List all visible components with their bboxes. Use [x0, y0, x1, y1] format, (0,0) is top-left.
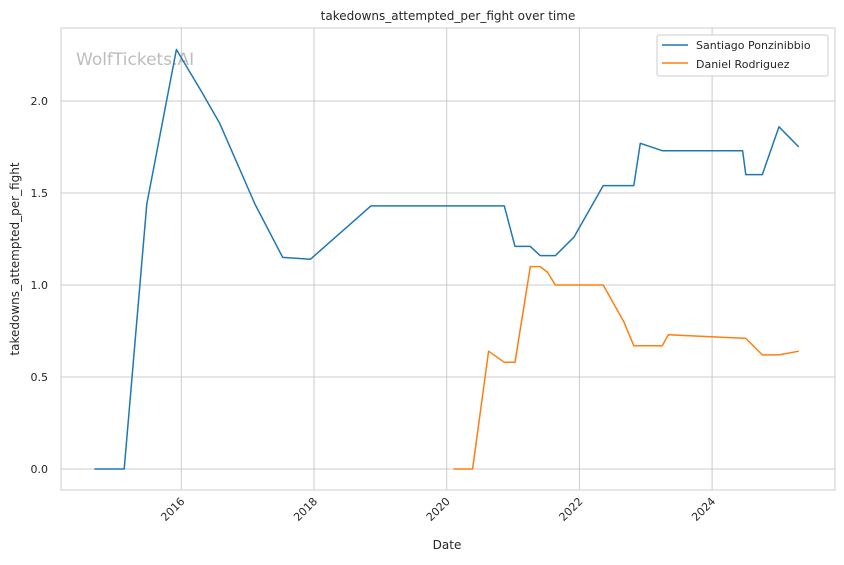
- x-tick-label: 2018: [291, 495, 320, 524]
- plot-area: [61, 28, 835, 490]
- legend-label-santiago: Santiago Ponzinibbio: [696, 39, 811, 52]
- x-axis-label: Date: [433, 538, 462, 552]
- chart-title: takedowns_attempted_per_fight over time: [321, 9, 576, 23]
- x-tick-label: 2020: [424, 495, 453, 524]
- y-tick-label: 1.5: [31, 187, 49, 200]
- legend-label-daniel: Daniel Rodriguez: [696, 58, 790, 71]
- x-tick-label: 2022: [557, 495, 586, 524]
- y-tick-label: 0.0: [31, 463, 49, 476]
- y-axis-label: takedowns_attempted_per_fight: [8, 162, 22, 355]
- legend: Santiago Ponzinibbio Daniel Rodriguez: [657, 35, 828, 76]
- y-tick-label: 0.5: [31, 371, 49, 384]
- x-tick-label: 2016: [158, 495, 187, 524]
- y-tick-label: 1.0: [31, 279, 49, 292]
- y-tick-label: 2.0: [31, 95, 49, 108]
- x-tick-label: 2024: [689, 495, 718, 524]
